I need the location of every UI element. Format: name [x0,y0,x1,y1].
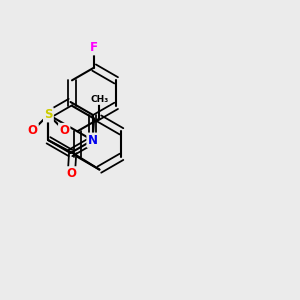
Text: N: N [88,134,98,147]
Text: O: O [28,124,38,137]
Text: F: F [90,41,98,54]
Text: S: S [44,108,53,121]
Text: O: O [66,167,76,180]
Text: O: O [59,124,69,137]
Text: CH₃: CH₃ [90,95,109,104]
